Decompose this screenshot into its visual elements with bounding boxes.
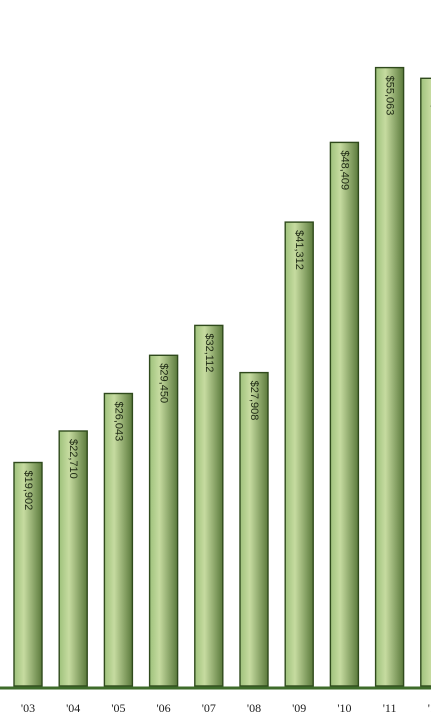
x-tick-label: '03	[21, 701, 35, 715]
bar-value-label: $19,902	[22, 471, 34, 511]
bar-12: $54,118	[420, 77, 431, 687]
bar-rect	[194, 324, 224, 687]
bar-rect	[13, 461, 43, 687]
x-tick-label: '06	[157, 701, 171, 715]
bar-11: $55,063	[374, 66, 405, 687]
bar-value-label: $55,063	[384, 76, 396, 116]
bar-rect	[420, 77, 431, 687]
bar-rect	[239, 371, 269, 687]
bar-05: $26,043	[103, 392, 134, 687]
bar-value-label: $22,710	[67, 439, 79, 479]
x-tick-label: '10	[337, 701, 351, 715]
bar-rect	[58, 430, 88, 687]
bar-value-label: $26,043	[112, 402, 124, 442]
bar-value-label: $48,409	[338, 150, 350, 190]
bar-rect	[374, 66, 405, 687]
x-tick-label: '07	[202, 701, 216, 715]
bar-rect	[329, 141, 360, 687]
bar-value-label: $41,312	[293, 230, 305, 270]
bar-value-label: $27,908	[248, 381, 260, 421]
bar-07: $32,112	[194, 324, 224, 687]
bar-rect	[148, 354, 179, 687]
x-tick-label: '11	[383, 701, 397, 715]
x-tick-label: '08	[247, 701, 261, 715]
bars-layer: $19,902 $22,710 $26,043 $29,450 $32,112 $27,9…	[13, 66, 431, 687]
x-tick-label: '05	[111, 701, 125, 715]
bar-09: $41,312	[284, 221, 314, 687]
bar-04: $22,710	[58, 430, 88, 687]
x-tick-label: '09	[292, 701, 306, 715]
bar-08: $27,908	[239, 371, 269, 687]
bar-value-label: $54,118	[429, 86, 431, 125]
x-tick-label: '12	[428, 701, 431, 715]
bar-rect	[103, 392, 134, 687]
bar-06: $29,450	[148, 354, 179, 687]
bar-10: $48,409	[329, 141, 360, 687]
bar-rect	[284, 221, 314, 687]
bar-value-label: $29,450	[158, 363, 170, 403]
bar-03: $19,902	[13, 461, 43, 687]
x-tick-label: '04	[66, 701, 80, 715]
bar-value-label: $32,112	[203, 333, 215, 372]
x-axis-tick-labels: '03 '04 '05 '06 '07 '08 '09 '10 '11 '12	[21, 701, 431, 715]
